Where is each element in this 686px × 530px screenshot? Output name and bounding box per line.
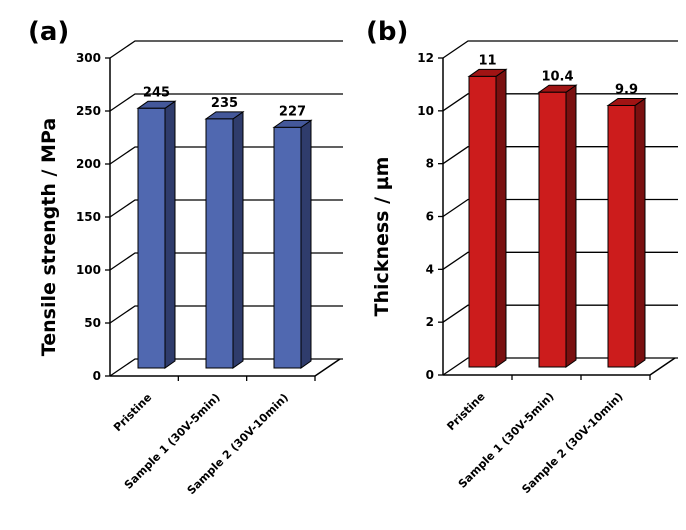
bar (272, 119, 313, 369)
y-tick-label: 2 (426, 315, 434, 329)
y-tick-label: 4 (426, 262, 434, 276)
data-label: 9.9 (615, 82, 638, 97)
bar-front (137, 107, 166, 369)
y-tick-label: 6 (426, 210, 434, 224)
bar-side (565, 84, 577, 368)
bar-front (538, 91, 567, 368)
panel-a: (a) 0 50 100 150 200 250 300 Tensile strength / … (28, 17, 343, 497)
bar (537, 84, 578, 368)
y-tick-label: 0 (426, 368, 434, 382)
x-tick-label: Pristine (444, 390, 487, 433)
bar-side (634, 97, 646, 368)
bar-side (300, 119, 312, 369)
data-label: 235 (211, 96, 238, 111)
data-label: 245 (143, 85, 170, 100)
bar-front (468, 75, 497, 368)
gridline (442, 40, 678, 59)
panel-label: (b) (366, 17, 408, 47)
y-tick-label: 12 (417, 51, 434, 65)
panel-label: (a) (28, 17, 69, 47)
y-tick-label: 8 (426, 157, 434, 171)
data-label: 10.4 (541, 69, 573, 84)
y-tick-label: 300 (76, 51, 101, 65)
bar (136, 100, 177, 369)
gridline (109, 40, 343, 59)
y-axis-label: Tensile strength / MPa (38, 118, 60, 356)
bar (606, 97, 647, 368)
bar-front (273, 126, 302, 369)
bar-front (607, 104, 636, 368)
bar (467, 68, 508, 368)
y-tick-label: 250 (76, 104, 101, 118)
bar-side (164, 100, 176, 369)
y-tick-label: 0 (93, 369, 101, 383)
bar (204, 110, 245, 369)
bar-front (205, 118, 234, 369)
panel-b: (b) 0 2 4 6 8 10 12 Thickness / µm 11 Pristine 10.4… (366, 17, 678, 496)
y-tick-label: 10 (417, 104, 434, 118)
data-label: 227 (279, 104, 306, 119)
y-tick-label: 200 (76, 157, 101, 171)
gridline (109, 93, 343, 112)
y-axis-label: Thickness / µm (371, 157, 393, 317)
gridline (442, 93, 678, 112)
bar-side (495, 68, 507, 368)
x-tick-label: Pristine (111, 391, 154, 434)
y-tick-label: 150 (76, 210, 101, 224)
data-label: 11 (478, 53, 496, 68)
y-tick-label: 50 (84, 316, 101, 330)
bar-side (232, 110, 244, 369)
y-tick-label: 100 (76, 263, 101, 277)
